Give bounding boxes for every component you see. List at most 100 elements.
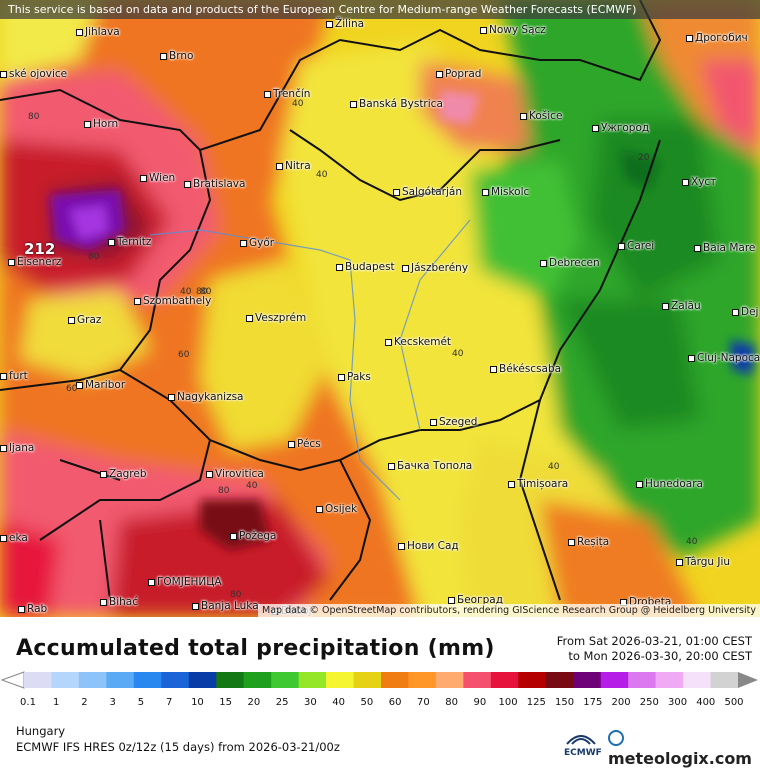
city-name: Reșița <box>577 536 610 548</box>
map-fields <box>0 0 760 617</box>
legend-color-swatch <box>518 672 547 688</box>
period-to: to Mon 2026-03-30, 20:00 CEST <box>568 649 752 663</box>
city-label: Бачка Топола <box>388 460 472 472</box>
city-name: Kecskemét <box>394 336 452 348</box>
city-marker-icon <box>134 297 141 305</box>
city-label: Nowy Sącz <box>480 24 546 36</box>
contour-value: 40 <box>686 537 698 547</box>
city-name: Zalău <box>671 300 701 312</box>
city-label: Miskolc <box>482 186 529 198</box>
contour-value: 40 <box>316 170 328 180</box>
legend-tick-label: 15 <box>219 697 233 708</box>
city-marker-icon <box>0 70 7 78</box>
legend-color-swatch <box>683 672 712 688</box>
city-label: Maribor <box>76 379 125 391</box>
legend-tick-label: 500 <box>724 697 744 708</box>
legend-max-arrow <box>738 672 758 688</box>
legend-tick-label: 5 <box>137 697 145 708</box>
legend-tick-label: 125 <box>526 697 546 708</box>
city-marker-icon <box>336 263 343 271</box>
city-marker-icon <box>100 598 107 606</box>
city-name: ljana <box>9 442 35 454</box>
city-marker-icon <box>402 264 409 272</box>
city-label: Graz <box>68 314 101 326</box>
legend-tick-label: 100 <box>498 697 518 708</box>
legend-color-swatch <box>628 672 657 688</box>
city-marker-icon <box>160 52 167 60</box>
legend-tick-label: 200 <box>611 697 631 708</box>
city-label: Ужгород <box>592 122 649 134</box>
city-name: Нови Сад <box>407 540 459 552</box>
city-marker-icon <box>206 470 213 478</box>
ecmwf-globe-icon <box>566 735 596 745</box>
city-label: Budapest <box>336 261 395 273</box>
city-label: Košice <box>520 110 562 122</box>
city-marker-icon <box>662 302 669 310</box>
city-label: Veszprém <box>246 312 306 324</box>
legend-color-swatch <box>573 672 602 688</box>
city-name: Paks <box>347 371 371 383</box>
city-label: Trenčín <box>264 88 310 100</box>
city-marker-icon <box>592 124 599 132</box>
city-label: Virovitica <box>206 468 264 480</box>
city-name: Wien <box>149 172 176 184</box>
brand-globe-icon <box>608 730 624 746</box>
city-name: Nagykanizsa <box>177 391 244 403</box>
city-marker-icon <box>76 381 83 389</box>
city-marker-icon <box>636 480 643 488</box>
city-marker-icon <box>694 244 701 252</box>
legend-color-swatch <box>298 672 327 688</box>
city-marker-icon <box>240 239 247 247</box>
city-marker-icon <box>276 162 283 170</box>
city-label: Žilina <box>326 18 364 30</box>
legend-color-swatch <box>655 672 684 688</box>
city-label: Jászberény <box>402 262 468 274</box>
city-label: Хуст <box>682 176 716 188</box>
city-label: Požega <box>230 530 276 542</box>
city-marker-icon <box>326 20 333 28</box>
max-value-label: 212 <box>24 240 56 258</box>
legend-color-swatch <box>216 672 245 688</box>
city-marker-icon <box>436 70 443 78</box>
city-name: Београд <box>457 594 503 606</box>
city-label: Nagykanizsa <box>168 391 244 403</box>
contour-value: 80 <box>200 287 212 297</box>
city-label: Baia Mare <box>694 242 755 254</box>
city-name: Jihlava <box>85 26 120 38</box>
legend-tick-label: 50 <box>360 697 374 708</box>
legend-color-swatch <box>710 672 739 688</box>
map-attribution[interactable]: Map data © OpenStreetMap contributors, r… <box>258 604 760 617</box>
legend-tick-label: 250 <box>639 697 659 708</box>
precipitation-map[interactable]: This service is based on data and produc… <box>0 0 760 617</box>
city-marker-icon <box>676 558 683 566</box>
city-name: Szombathely <box>143 295 212 307</box>
city-name: Miskolc <box>491 186 530 198</box>
city-name: Бачка Топола <box>397 460 473 472</box>
contour-value: 40 <box>548 462 560 472</box>
city-marker-icon <box>398 542 405 550</box>
ecmwf-logo[interactable]: ECMWF <box>564 730 602 758</box>
contour-value: 80 <box>218 486 230 496</box>
contour-value: 80 <box>230 590 242 600</box>
city-marker-icon <box>490 365 497 373</box>
city-name: Banská Bystrica <box>359 98 443 110</box>
city-name: Dej <box>741 306 759 318</box>
data-source-banner: This service is based on data and produc… <box>0 0 760 19</box>
city-label: Banja Luka <box>192 600 259 612</box>
city-name: Osijek <box>325 503 358 515</box>
legend-tick-label: 80 <box>445 697 458 708</box>
legend-color-swatch <box>353 672 382 688</box>
brand-logo[interactable]: meteologix.com <box>608 730 760 768</box>
city-marker-icon <box>688 354 695 362</box>
legend-color-swatch <box>435 672 464 688</box>
legend-tick-label: 30 <box>304 697 317 708</box>
contour-value: 20 <box>638 153 650 163</box>
city-name: Virovitica <box>215 468 264 480</box>
legend-tick-label: 40 <box>332 697 345 708</box>
city-marker-icon <box>540 259 547 267</box>
city-label: Timișoara <box>508 478 568 490</box>
legend-min-arrow <box>0 671 25 689</box>
legend-colorbar <box>0 671 758 689</box>
city-name: Cluj-Napoca <box>697 352 760 364</box>
city-name: Budapest <box>345 261 395 273</box>
